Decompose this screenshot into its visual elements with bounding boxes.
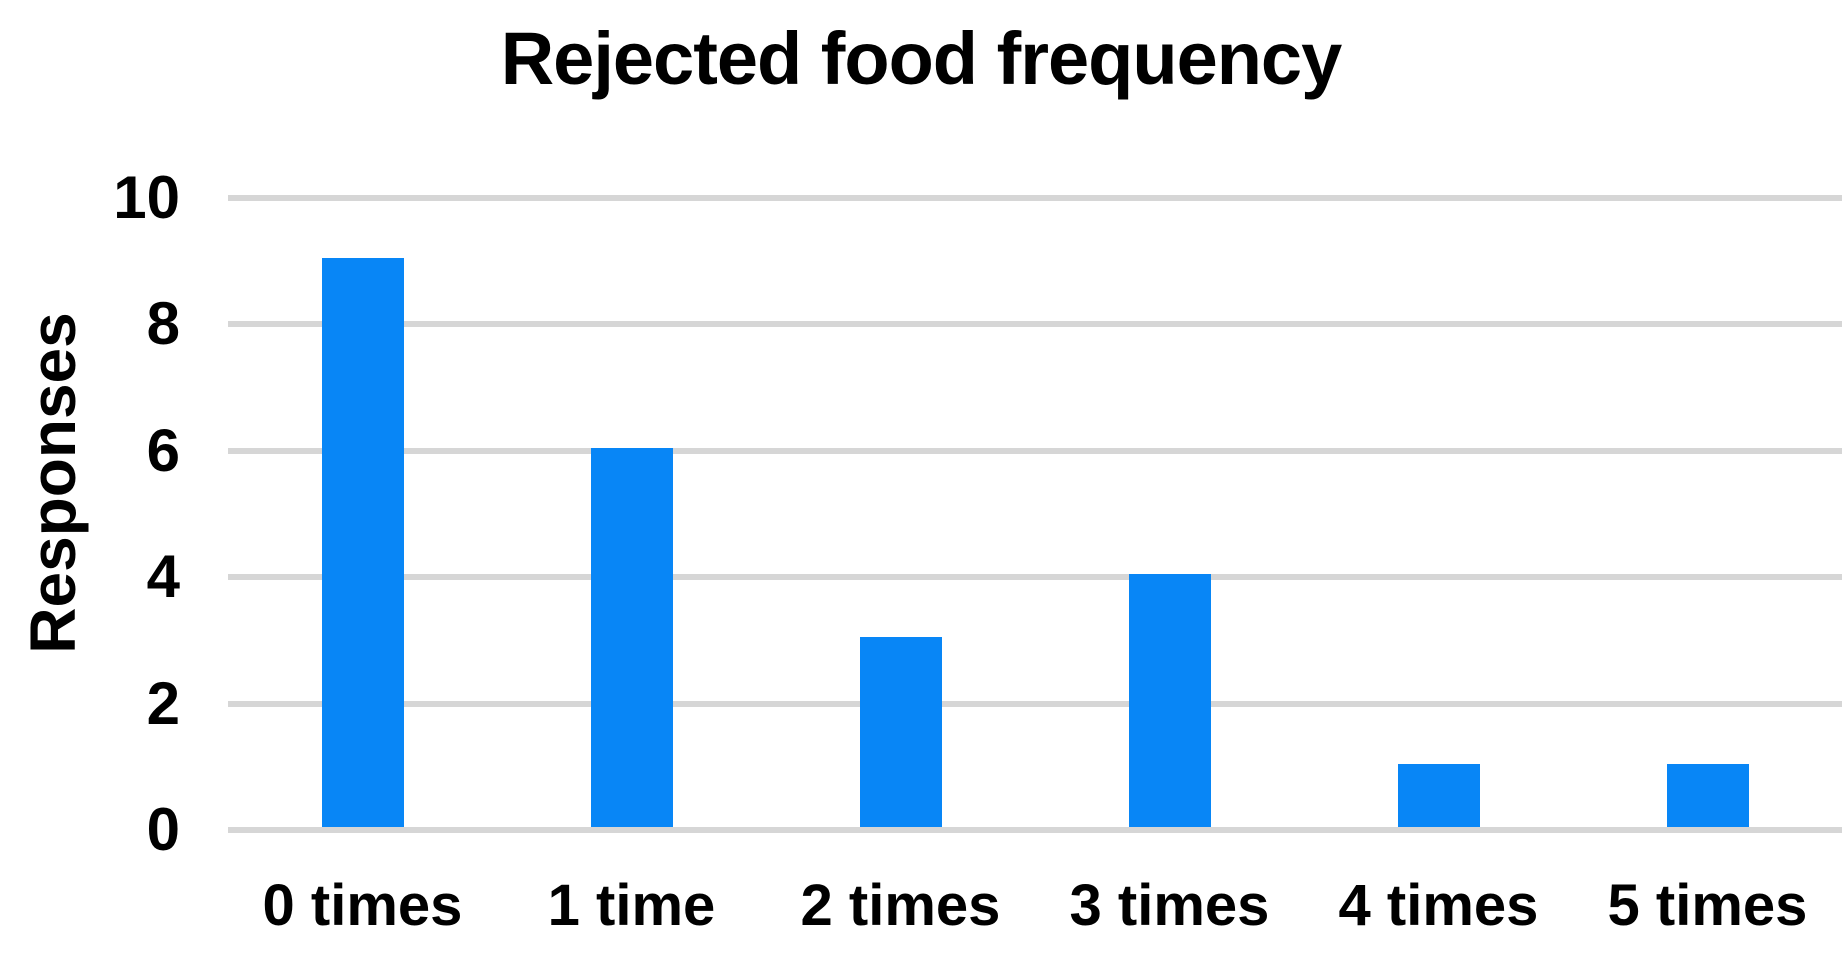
chart-title: Rejected food frequency bbox=[500, 17, 1343, 100]
bar bbox=[859, 637, 942, 827]
bar-slot bbox=[497, 198, 766, 830]
plot-area bbox=[228, 195, 1842, 833]
bar-series bbox=[228, 198, 1842, 830]
y-tick-label: 0 bbox=[146, 796, 180, 863]
bar-slot bbox=[1573, 198, 1842, 830]
gridline bbox=[228, 700, 1842, 707]
x-axis-label: 5 times bbox=[1607, 873, 1808, 938]
gridline bbox=[228, 827, 1842, 833]
x-axis-label: 2 times bbox=[800, 873, 1001, 938]
bar bbox=[590, 447, 673, 827]
gridline bbox=[228, 574, 1842, 581]
bar-slot bbox=[766, 198, 1035, 830]
x-axis-tick-labels: 0 times 1 time 2 times 3 times 4 times 5 time… bbox=[228, 872, 1842, 939]
bar-slot bbox=[228, 198, 497, 830]
y-tick-label: 6 bbox=[146, 416, 180, 484]
bar-slot bbox=[1035, 198, 1304, 830]
gridlines bbox=[228, 195, 1842, 833]
bar-slot bbox=[1304, 198, 1573, 830]
bar bbox=[321, 258, 404, 827]
y-axis-tick-labels: 0 2 4 6 8 10 bbox=[0, 168, 180, 860]
gridline bbox=[228, 447, 1842, 454]
gridline bbox=[228, 195, 1842, 201]
bar bbox=[1128, 574, 1211, 827]
x-axis-label: 0 times bbox=[262, 873, 463, 938]
x-axis-label: 1 time bbox=[547, 873, 716, 938]
x-axis-label: 4 times bbox=[1338, 873, 1539, 938]
bar bbox=[1666, 763, 1749, 827]
gridline bbox=[228, 321, 1842, 328]
x-axis-label: 3 times bbox=[1069, 873, 1270, 938]
bar bbox=[1397, 763, 1480, 827]
y-tick-label: 10 bbox=[113, 164, 180, 231]
y-tick-label: 2 bbox=[146, 669, 180, 737]
y-tick-label: 4 bbox=[146, 543, 180, 611]
y-tick-label: 8 bbox=[146, 290, 180, 358]
